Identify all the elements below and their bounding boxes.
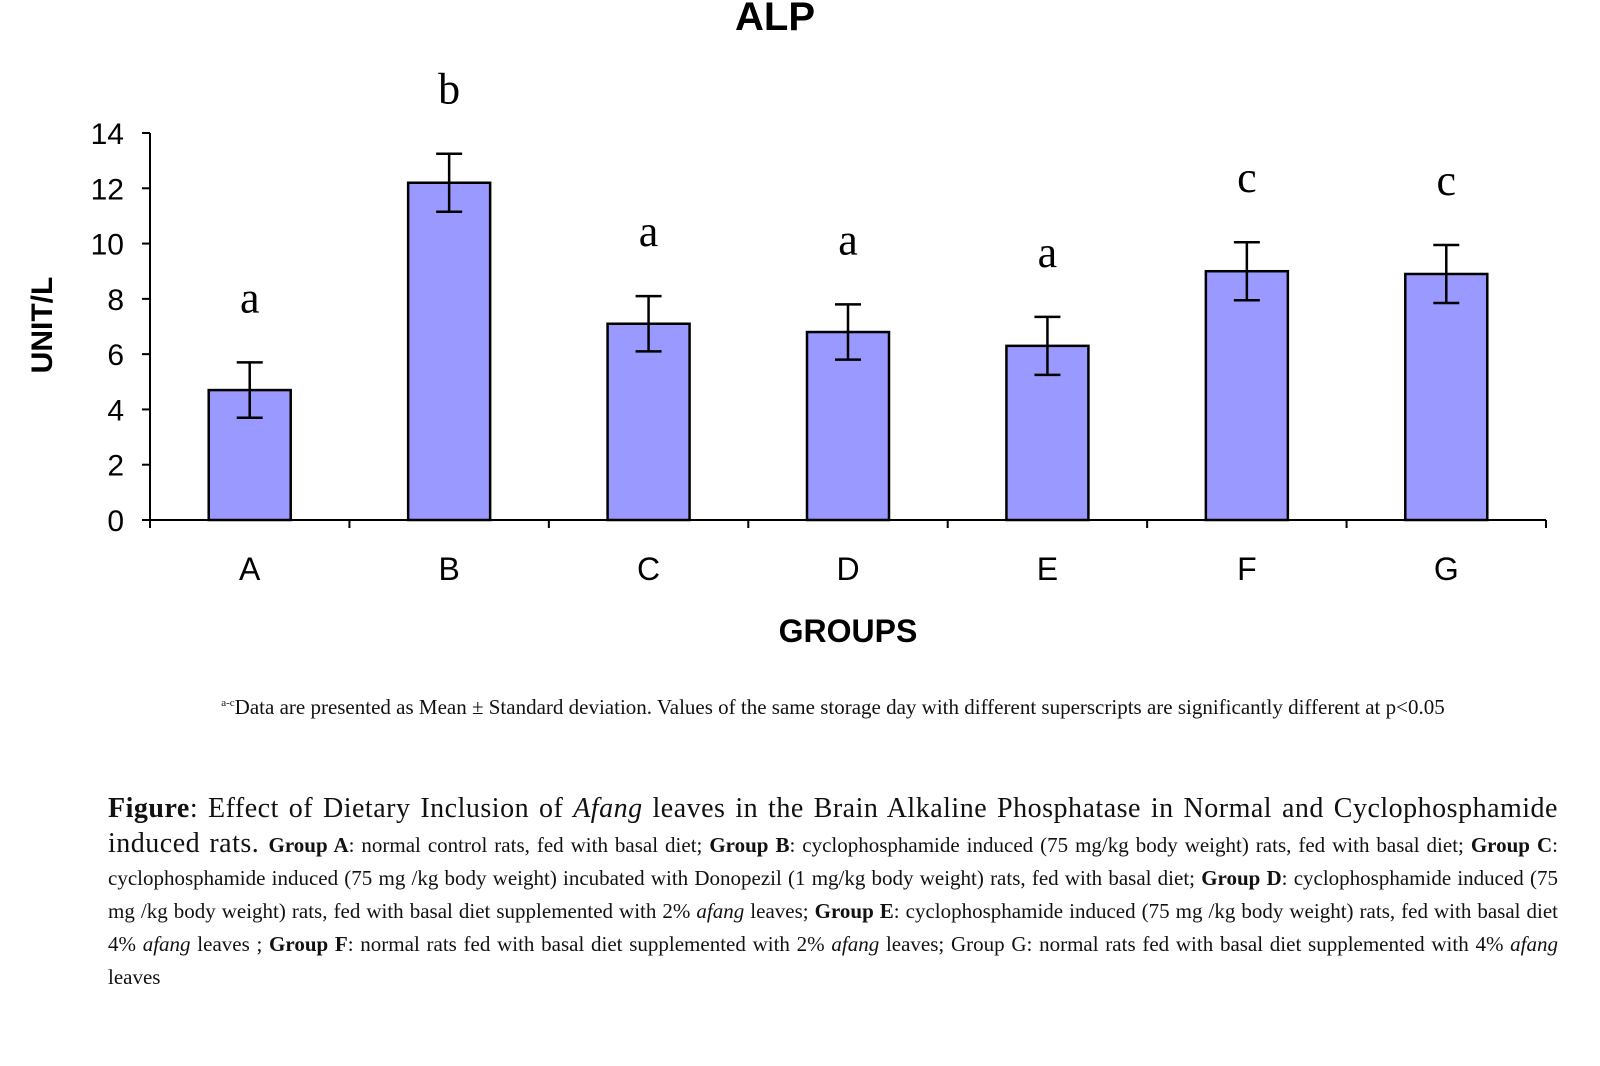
y-axis-label: UNIT/L (26, 277, 59, 374)
x-axis-label: GROUPS (779, 613, 918, 649)
y-tick-label: 6 (107, 339, 124, 372)
significance-letter: a (1038, 228, 1058, 277)
group-e-text: : cyclophosphamide induced (75 mg /kg bo… (108, 899, 1559, 956)
significance-letter: c (1237, 153, 1257, 202)
figure-caption: Figure: Effect of Dietary Inclusion of A… (108, 792, 1558, 994)
group-a-label: Group A (268, 833, 349, 857)
group-c-label: Group C (1470, 833, 1553, 857)
x-tick-label: B (438, 551, 459, 587)
group-g-text: Group G: normal rats fed with basal diet… (950, 932, 1511, 956)
y-tick-label: 0 (107, 505, 124, 538)
significance-letter: a (240, 273, 260, 322)
group-f-label: Group F (269, 932, 348, 956)
bar-g (1404, 272, 1489, 522)
group-f-after: leaves; (879, 932, 951, 956)
caption-title-part2: leaves in the Brain Alkaline Phosphatase… (108, 793, 1558, 859)
group-d-text: : cyclophosphamide induced (75 mg /kg bo… (108, 866, 1558, 923)
y-tick-label: 14 (91, 118, 124, 151)
note-superscript: a-c (221, 697, 235, 709)
significance-letter: b (438, 65, 460, 114)
significance-letter: c (1437, 156, 1457, 205)
group-g-italic: afang (1510, 932, 1559, 956)
y-tick-label: 8 (107, 284, 124, 317)
statistics-note: a-cData are presented as Mean ± Standard… (108, 686, 1558, 724)
y-tick-label: 2 (107, 450, 124, 483)
y-tick-label: 4 (107, 394, 124, 427)
bar-b (406, 181, 492, 522)
group-e-label: Group E (814, 899, 894, 923)
bar-f (1204, 269, 1290, 522)
group-e-after: leaves ; (190, 932, 270, 956)
group-g-after: leaves (108, 965, 161, 989)
alp-bar-chart: ALP UNIT/L GROUPS 0 2 4 6 8 10 12 14 a Ab Ba Ca Da E… (26, 0, 1547, 649)
group-b-label: Group B (709, 833, 790, 857)
group-d-italic: afang (696, 899, 745, 923)
group-b-text: : cyclophosphamide induced (75 mg/kg bod… (789, 833, 1471, 857)
x-tick-label: F (1237, 551, 1257, 587)
y-tick-label: 10 (91, 229, 124, 262)
x-tick-label: D (836, 551, 859, 587)
bar-d (805, 330, 891, 522)
figure-label: Figure (108, 793, 190, 824)
x-tick-label: A (239, 551, 261, 587)
group-a-text: : normal control rats, fed with basal di… (348, 833, 710, 857)
x-tick-label: C (637, 551, 660, 587)
significance-letter: a (838, 215, 858, 264)
group-f-text: : normal rats fed with basal diet supple… (347, 932, 832, 956)
caption-title-part1: : Effect of Dietary Inclusion of (189, 793, 574, 824)
group-d-after: leaves; (744, 899, 815, 923)
significance-letter: a (639, 207, 659, 256)
group-f-italic: afang (831, 932, 880, 956)
chart-title: ALP (735, 0, 815, 39)
note-text: Data are presented as Mean ± Standard de… (234, 695, 1445, 719)
bar-c (606, 322, 691, 522)
x-tick-label: E (1037, 551, 1058, 587)
group-c-text: : cyclophosphamide induced (75 mg /kg bo… (108, 833, 1558, 890)
group-d-label: Group D (1201, 866, 1282, 890)
group-e-italic: afang (142, 932, 191, 956)
y-tick-label: 12 (91, 173, 124, 206)
x-tick-label: G (1434, 551, 1459, 587)
caption-title-italic: Afang (573, 793, 643, 824)
